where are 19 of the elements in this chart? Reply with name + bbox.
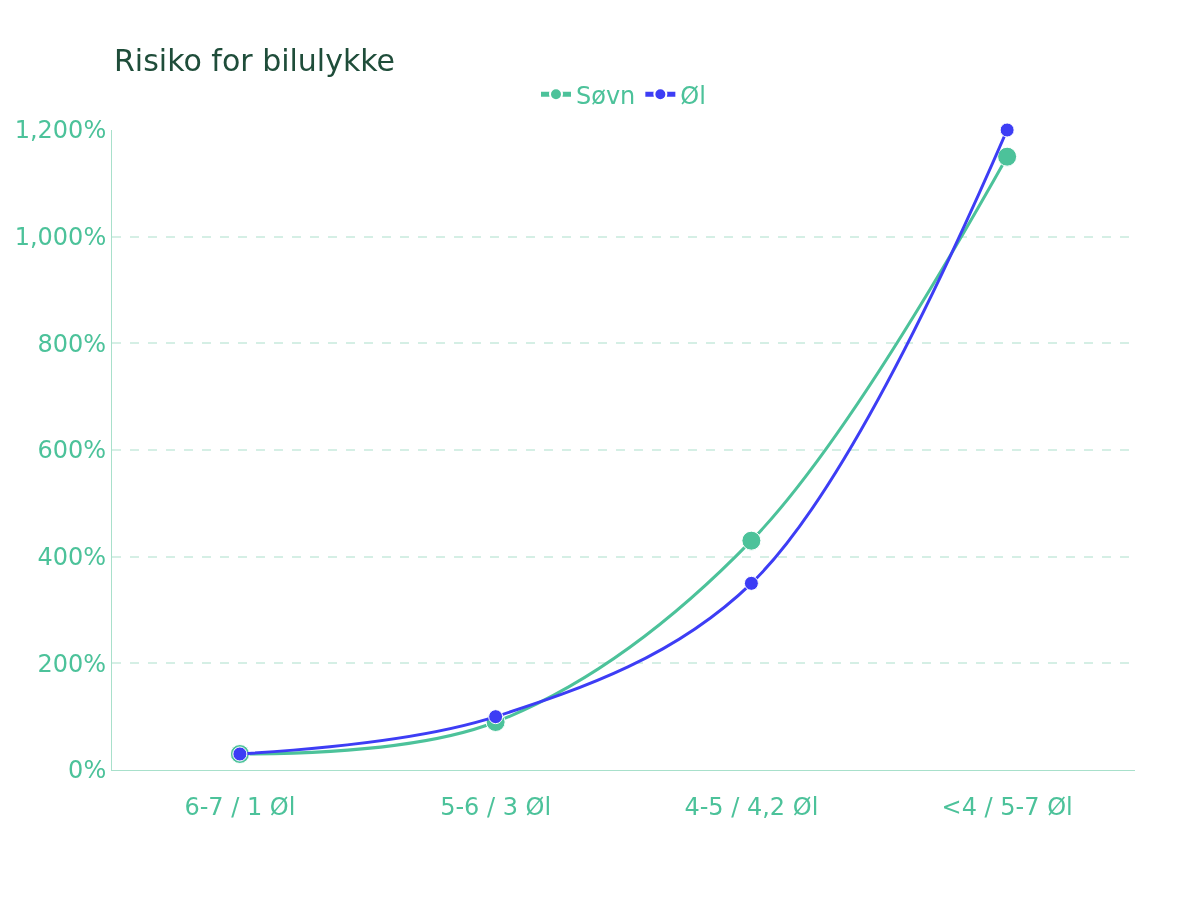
x-tick-label: 6-7 / 1 Øl xyxy=(184,792,296,821)
legend-label: Søvn xyxy=(576,81,636,110)
point xyxy=(741,530,762,551)
y-tick-label: 800% xyxy=(37,329,107,358)
x-tick-label: 4-5 / 4,2 Øl xyxy=(684,792,819,821)
y-tick-label: 400% xyxy=(37,543,107,572)
x-tick-label: <4 / 5-7 Øl xyxy=(941,792,1073,821)
y-tick-label: 600% xyxy=(37,436,107,465)
y-tick-label: 200% xyxy=(37,649,107,678)
y-tick-label: 0% xyxy=(68,756,107,785)
x-tick-label: 5-6 / 3 Øl xyxy=(440,792,552,821)
y-tick-label: 1,200% xyxy=(14,116,107,145)
chart-title: Risiko for bilulykke xyxy=(114,42,396,78)
legend-label: Øl xyxy=(680,81,706,110)
point xyxy=(488,709,504,725)
y-tick-label: 1,000% xyxy=(14,223,107,252)
point xyxy=(743,575,759,591)
point xyxy=(997,146,1018,167)
point xyxy=(999,122,1015,138)
